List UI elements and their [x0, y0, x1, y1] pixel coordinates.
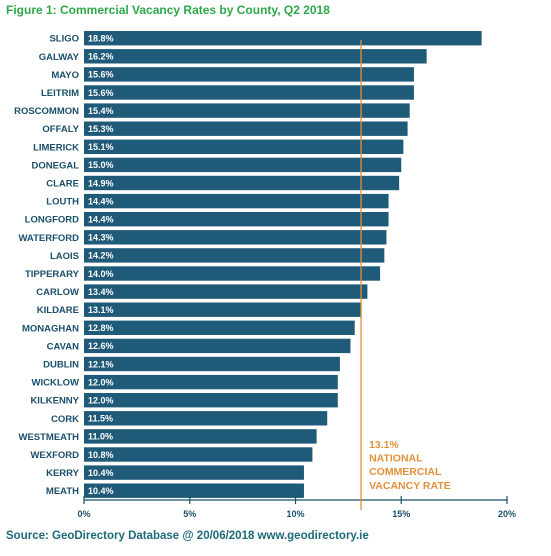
value-label: 12.6%: [88, 341, 114, 351]
value-label: 15.6%: [88, 88, 114, 98]
bar-kerry: [84, 465, 304, 480]
x-tick-label: 5%: [183, 509, 196, 519]
category-label: MAYO: [51, 70, 79, 81]
category-label: CARLOW: [36, 287, 79, 298]
bar-sligo: [84, 31, 482, 46]
bar-longford: [84, 212, 389, 227]
category-label: LIMERICK: [33, 142, 79, 153]
x-tick-label: 10%: [286, 509, 304, 519]
value-label: 15.4%: [88, 106, 114, 116]
bar-meath: [84, 483, 304, 498]
bar-carlow: [84, 284, 368, 299]
chart-title: Figure 1: Commercial Vacancy Rates by Co…: [6, 3, 330, 17]
category-label: WATERFORD: [18, 233, 79, 244]
category-label: MEATH: [46, 486, 79, 497]
value-label: 13.1%: [88, 305, 114, 315]
bar-monaghan: [84, 320, 355, 335]
category-label: ROSCOMMON: [14, 106, 79, 117]
value-label: 14.4%: [88, 196, 114, 206]
bar-roscommon: [84, 103, 410, 118]
x-tick-label: 0%: [77, 509, 90, 519]
bar-mayo: [84, 67, 414, 82]
bar-limerick: [84, 139, 404, 154]
bar-clare: [84, 175, 400, 191]
category-label: CAVAN: [47, 341, 80, 352]
bar-donegal: [84, 157, 402, 173]
value-label: 13.4%: [88, 287, 114, 297]
value-label: 12.0%: [88, 377, 114, 387]
category-label: LAOIS: [50, 251, 79, 262]
value-label: 10.4%: [88, 486, 114, 496]
value-label: 14.3%: [88, 233, 114, 243]
category-label: TIPPERARY: [25, 269, 80, 280]
category-label: WESTMEATH: [18, 432, 79, 443]
x-tick-label: 15%: [392, 509, 410, 519]
bar-cork: [84, 411, 328, 426]
category-label: KILKENNY: [30, 396, 79, 407]
category-label: DUBLIN: [43, 360, 79, 371]
value-label: 10.4%: [88, 468, 114, 478]
value-label: 12.8%: [88, 323, 114, 333]
value-label: 15.0%: [88, 160, 114, 170]
value-label: 14.0%: [88, 269, 114, 279]
bar-tipperary: [84, 266, 381, 281]
bar-waterford: [84, 230, 387, 245]
bar-dublin: [84, 356, 340, 372]
category-label: CORK: [51, 414, 79, 425]
bar-laois: [84, 248, 385, 263]
value-label: 18.8%: [88, 34, 114, 44]
value-label: 15.3%: [88, 124, 114, 134]
category-label: KILDARE: [37, 305, 79, 316]
bar-kildare: [84, 302, 362, 317]
source-note: Source: GeoDirectory Database @ 20/06/20…: [6, 530, 369, 542]
bar-kilkenny: [84, 393, 338, 408]
value-label: 11.0%: [88, 432, 113, 442]
value-label: 14.2%: [88, 251, 114, 261]
bar-leitrim: [84, 85, 414, 100]
value-label: 14.9%: [88, 178, 114, 188]
value-label: 12.1%: [88, 359, 114, 369]
reference-label-line: COMMERCIAL: [369, 466, 442, 478]
category-label: KERRY: [46, 468, 80, 479]
value-label: 16.2%: [88, 52, 114, 62]
reference-label-line: NATIONAL: [369, 453, 423, 465]
bar-westmeath: [84, 429, 317, 444]
category-label: DONEGAL: [32, 160, 80, 171]
reference-label-line: VACANCY RATE: [369, 480, 451, 492]
value-label: 10.8%: [88, 450, 114, 460]
bar-louth: [84, 193, 389, 209]
bar-galway: [84, 49, 427, 64]
value-label: 15.6%: [88, 70, 114, 80]
value-label: 15.1%: [88, 142, 114, 152]
bar-wicklow: [84, 374, 338, 390]
category-label: SLIGO: [49, 34, 79, 45]
x-tick-label: 20%: [498, 509, 516, 519]
value-label: 11.5%: [88, 414, 113, 424]
category-label: LONGFORD: [25, 215, 79, 226]
category-label: LEITRIM: [41, 88, 79, 99]
category-label: WICKLOW: [32, 378, 80, 389]
category-label: OFFALY: [42, 124, 79, 135]
category-label: GALWAY: [39, 52, 80, 63]
reference-label-line: 13.1%: [369, 439, 399, 451]
bar-wexford: [84, 447, 313, 462]
category-label: MONAGHAN: [22, 323, 79, 334]
bar-cavan: [84, 338, 351, 354]
category-label: WEXFORD: [30, 450, 79, 461]
bars-layer: SLIGO 18.8% GALWAY 16.2% MAYO 15.6% LEITRIM 15.…: [14, 31, 482, 498]
bar-offaly: [84, 121, 408, 136]
category-label: LOUTH: [46, 197, 79, 208]
category-label: CLARE: [46, 179, 79, 190]
value-label: 14.4%: [88, 215, 114, 225]
x-axis: 0% 5% 10% 15% 20%: [77, 496, 516, 519]
value-label: 12.0%: [88, 396, 114, 406]
